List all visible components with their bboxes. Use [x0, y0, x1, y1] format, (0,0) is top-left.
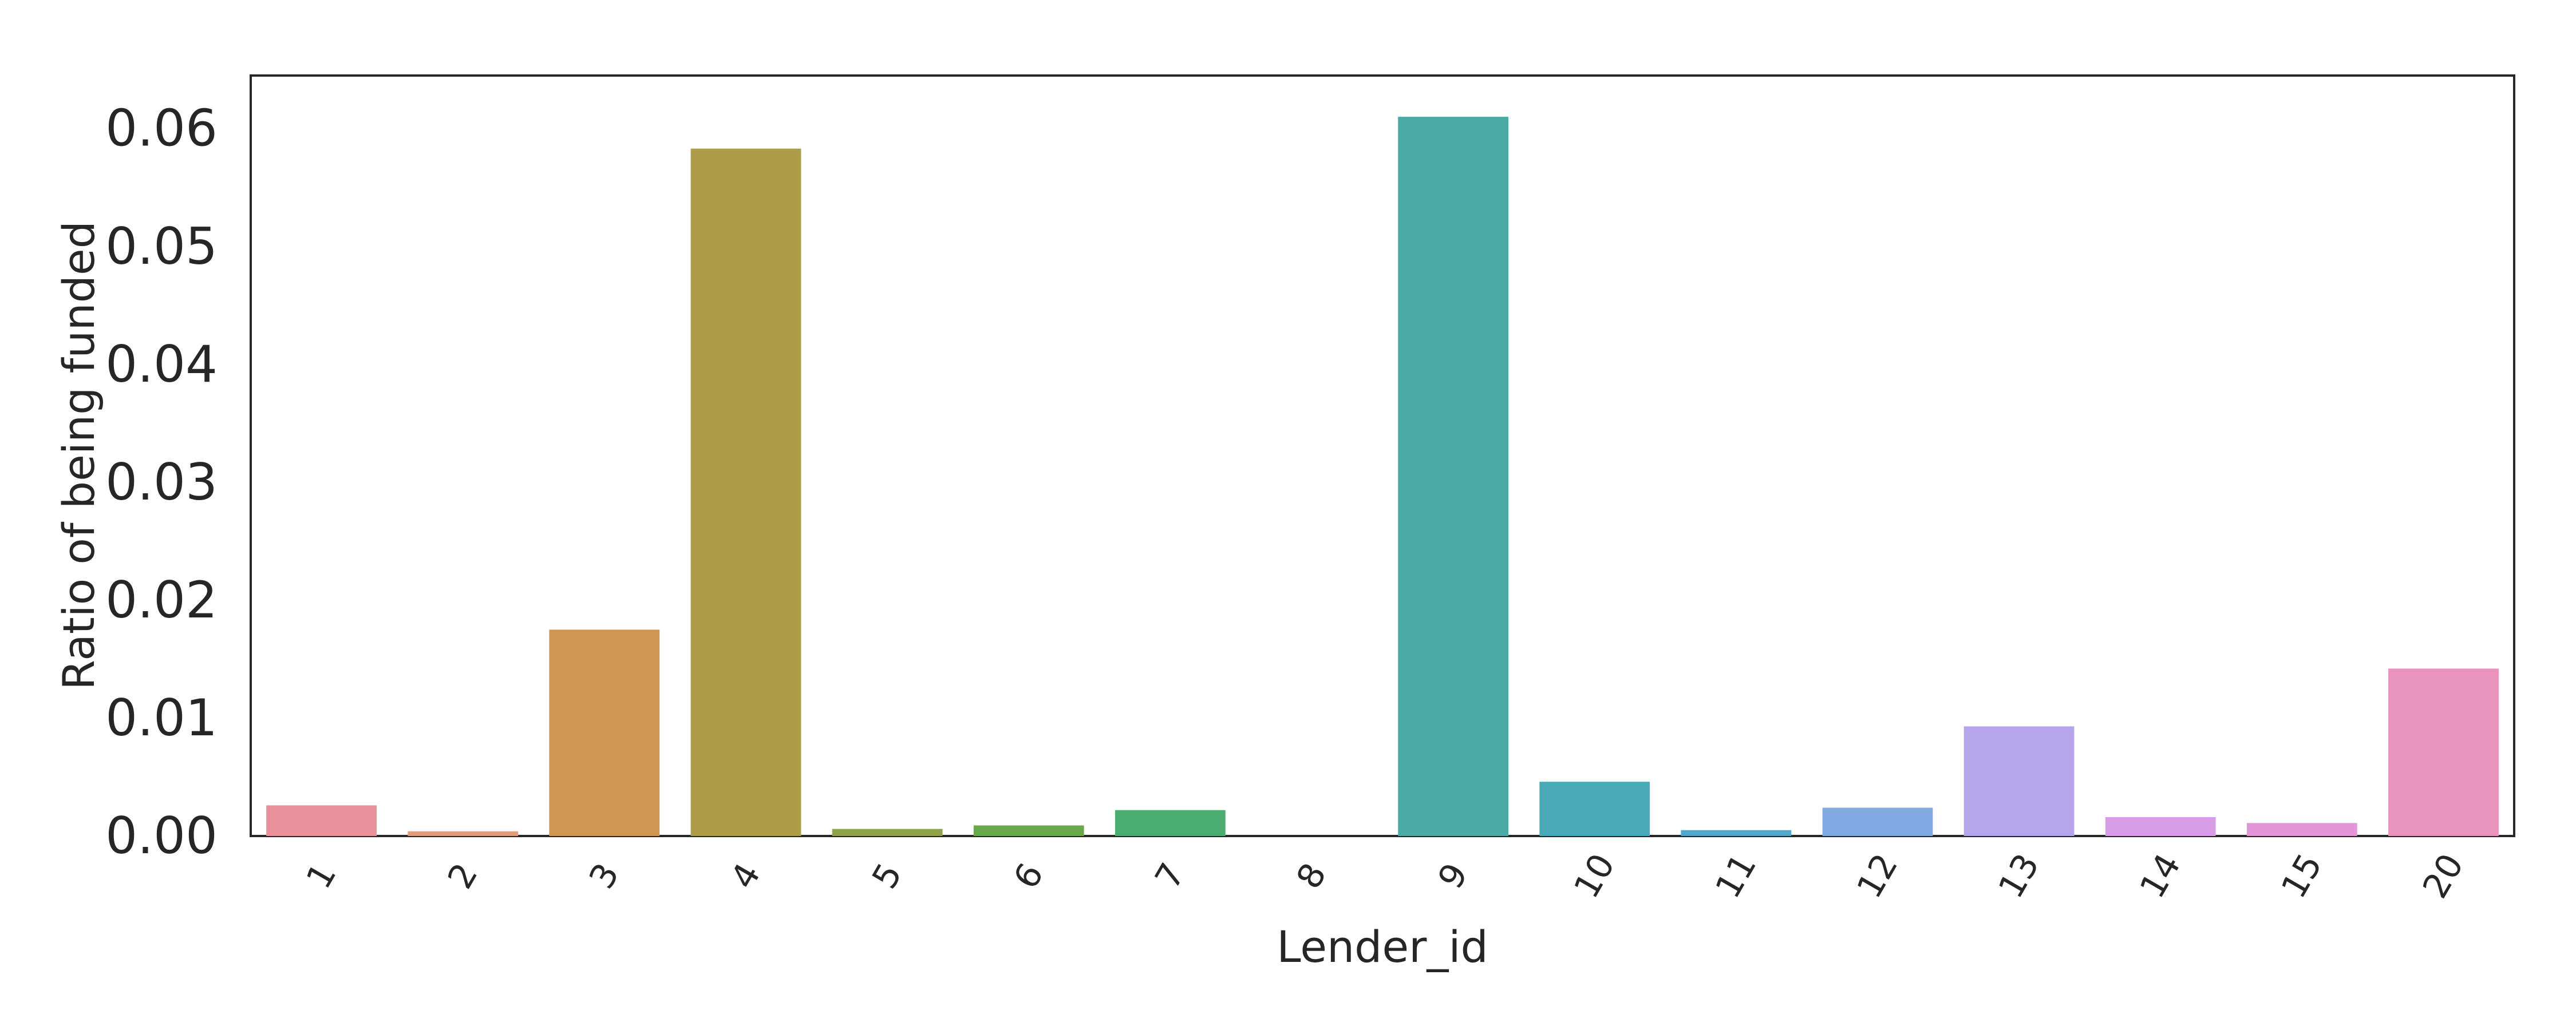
bar-10 [1539, 782, 1650, 836]
bar-4 [690, 148, 801, 837]
x-tick-label: 15 [2274, 847, 2330, 905]
y-tick-label: 0.02 [105, 571, 218, 629]
y-tick-label: 0.05 [105, 217, 218, 276]
plot-frame [250, 74, 2515, 837]
x-tick-labels: 1 2 3 4 5 6 7 8 9 10 11 12 13 14 15 20 [299, 847, 2472, 905]
x-tick-label: 1 [299, 857, 345, 896]
y-tick-label: 0.04 [105, 335, 218, 394]
bar-5 [832, 829, 943, 836]
y-tick-label: 0.06 [105, 99, 218, 158]
x-tick-label: 3 [582, 857, 627, 896]
x-tick-label: 11 [1708, 847, 1764, 905]
y-axis-label: Ratio of being funded [53, 221, 104, 690]
x-tick-label: 10 [1566, 847, 1623, 905]
bar-7 [1115, 810, 1226, 836]
y-tick-labels: 0.00 0.01 0.02 0.03 0.04 0.05 0.06 [105, 99, 218, 865]
bar-2 [408, 831, 519, 836]
bar-15 [2246, 823, 2357, 836]
y-tick-label: 0.00 [105, 806, 218, 865]
y-tick-label: 0.01 [105, 688, 218, 747]
x-tick-label: 20 [2415, 847, 2472, 905]
bar-6 [973, 825, 1084, 836]
x-tick-label: 2 [440, 857, 486, 896]
x-tick-label: 6 [1006, 857, 1052, 896]
bar-1 [266, 805, 377, 836]
bar-12 [1822, 807, 1933, 836]
bar-11 [1681, 830, 1792, 836]
x-tick-label: 13 [1991, 847, 2048, 905]
x-tick-label: 7 [1147, 857, 1193, 896]
x-tick-label: 8 [1289, 857, 1335, 896]
x-axis-label: Lender_id [1277, 921, 1488, 972]
bars-group [266, 117, 2499, 837]
bar-20 [2388, 668, 2499, 836]
y-tick-label: 0.03 [105, 453, 218, 512]
bar-3 [549, 629, 660, 836]
x-tick-label: 12 [1849, 847, 1906, 905]
x-tick-label: 4 [723, 857, 769, 896]
x-tick-label: 9 [1431, 857, 1476, 896]
x-tick-label: 14 [2132, 847, 2189, 905]
bar-14 [2105, 817, 2216, 836]
bar-9 [1398, 117, 1508, 837]
bar-13 [1963, 726, 2075, 836]
x-tick-label: 5 [864, 857, 910, 896]
